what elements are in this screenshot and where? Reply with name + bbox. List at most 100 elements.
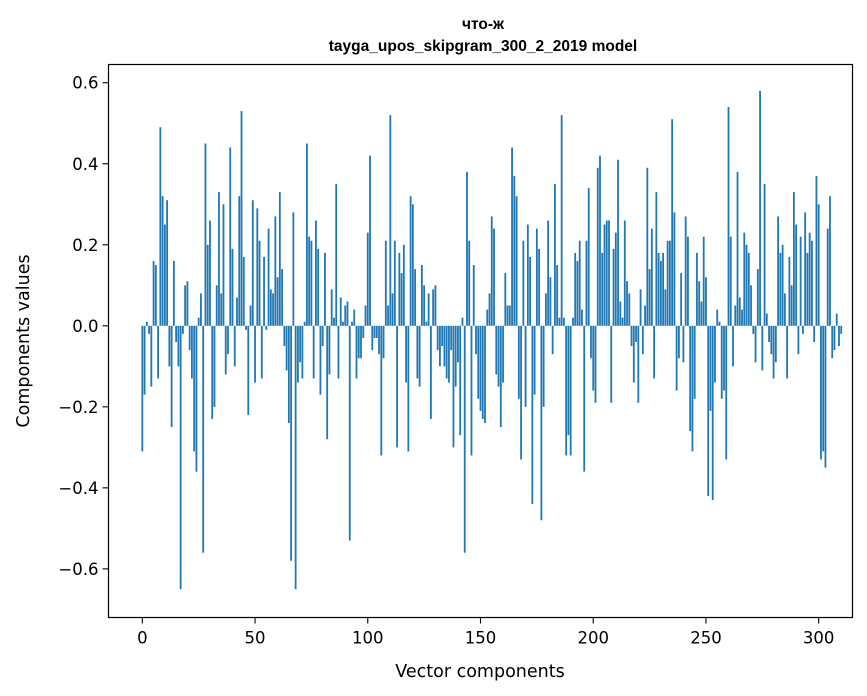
bar [380, 325, 383, 456]
bar [822, 325, 825, 452]
bar [362, 325, 365, 338]
bar [804, 212, 807, 326]
bar [310, 240, 313, 326]
bar [574, 252, 577, 326]
bar [231, 248, 234, 326]
bar [420, 265, 423, 326]
bar [581, 309, 583, 326]
bar [696, 252, 698, 326]
bar [513, 175, 516, 326]
bar [702, 236, 705, 326]
bar [707, 325, 710, 496]
bar [826, 228, 829, 326]
bar [188, 325, 191, 351]
bar [554, 184, 556, 326]
bar [357, 325, 360, 359]
bar [824, 325, 827, 468]
bar [267, 228, 270, 326]
bar [709, 325, 712, 411]
bar [213, 325, 216, 407]
bar [242, 256, 245, 326]
bar [170, 325, 173, 428]
bar [326, 325, 329, 440]
bar [601, 252, 604, 326]
bar [439, 325, 441, 367]
bar [423, 285, 426, 326]
bar [414, 269, 417, 326]
bar [705, 277, 707, 326]
bar [522, 240, 525, 326]
bar [236, 297, 238, 326]
bar [337, 325, 340, 379]
bar [763, 184, 766, 326]
bar [312, 325, 315, 379]
bar [632, 325, 635, 383]
bar [506, 305, 509, 326]
bar [274, 216, 277, 326]
bar [382, 325, 385, 359]
bar [249, 305, 252, 326]
bar [202, 325, 205, 553]
bar [567, 325, 570, 436]
bar [774, 325, 777, 363]
bar [378, 325, 380, 355]
bar [813, 325, 816, 343]
bar [251, 200, 254, 326]
bar [488, 293, 491, 326]
bar [263, 256, 265, 326]
bar [725, 325, 728, 460]
bar [168, 325, 171, 367]
bar [614, 232, 617, 326]
bar [475, 325, 477, 355]
bar [472, 265, 475, 326]
bar [303, 321, 306, 326]
bar [639, 289, 642, 326]
bar [481, 325, 484, 419]
bar [517, 325, 520, 399]
bar [560, 115, 563, 326]
bar [229, 147, 232, 326]
bar [296, 325, 299, 383]
bar [398, 252, 401, 326]
bar [716, 309, 719, 326]
bar [470, 325, 473, 456]
bar [466, 171, 468, 326]
bar [145, 321, 148, 326]
bar [389, 115, 392, 326]
x-tick-label: 150 [465, 629, 497, 648]
bar [641, 325, 644, 355]
bar [319, 325, 322, 395]
bar [172, 260, 175, 326]
bar [585, 240, 588, 326]
bar [373, 325, 376, 338]
bar [612, 248, 615, 326]
bar [200, 293, 202, 326]
bar [148, 325, 150, 334]
bar [256, 208, 259, 326]
bar [668, 240, 671, 326]
bar [811, 240, 813, 326]
bar [299, 325, 302, 363]
bar [529, 256, 531, 326]
y-axis-label: Components values [14, 254, 34, 427]
bar [533, 325, 536, 395]
bar [364, 305, 367, 326]
bar [265, 325, 268, 330]
bar [795, 224, 798, 326]
bar [563, 317, 565, 326]
bar [729, 236, 732, 326]
x-axis-label: Vector components [395, 662, 564, 682]
bar [240, 111, 243, 326]
bar [324, 252, 326, 326]
bar [578, 240, 581, 326]
bar [400, 273, 403, 326]
bar [445, 325, 448, 379]
bar [197, 317, 200, 326]
bar [351, 321, 353, 326]
bar [161, 196, 164, 326]
bar [292, 212, 295, 326]
bar [734, 305, 737, 326]
bar [308, 236, 311, 326]
bar [434, 285, 437, 326]
